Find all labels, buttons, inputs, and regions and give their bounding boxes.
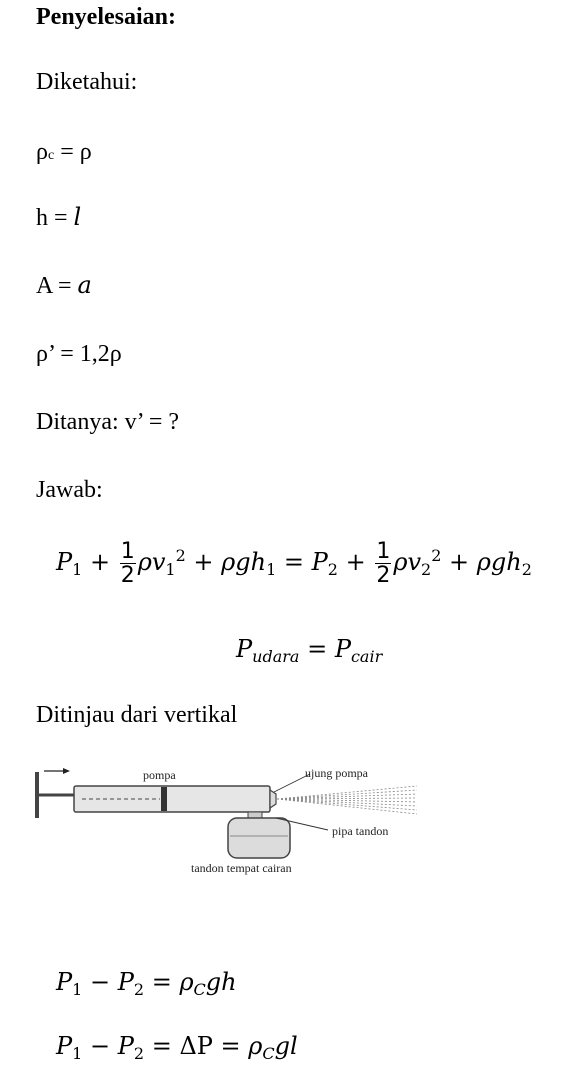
sprayer-diagram: pompa ujung pompa pipa tandon tandon tem… [35,766,418,875]
p-udara-symbol: P [236,635,253,663]
eq1-minus: − [82,968,118,996]
eq2-p2-sub: 2 [133,1044,145,1063]
eq1-rho: ρ [179,968,194,996]
plus-4: + [441,548,477,577]
leader-ujung [273,773,311,793]
frac-num-1: 1 [119,539,136,565]
eq1-equals: = [144,968,180,996]
eq2-equals-1: = [144,1032,180,1060]
h1-sub: 1 [266,560,277,580]
v1-square: 2 [175,546,186,566]
spray-mist [276,785,418,815]
eq2-equals-2: = [212,1032,249,1060]
v2-sub: 2 [421,560,432,580]
given-rho-prime: ρ’ = 1,2ρ [36,341,122,367]
p-cair-sub: cair [350,647,383,666]
equals-sign: = [276,548,312,577]
eq1-p2: P [117,968,134,996]
vertical-label: Ditinjau dari vertikal [36,702,238,728]
frac-num-2: 1 [375,539,392,565]
eq1-p2-sub: 2 [133,980,145,999]
h2-sub: 2 [521,560,532,580]
h-label: h = [36,205,74,231]
given-rho-c: ρc = ρ [36,140,92,164]
p1-symbol: P [56,548,73,577]
plus-2: + [185,548,222,577]
rho-c-subscript: c [47,148,55,163]
leader-pipa [275,817,329,831]
v2-square: 2 [431,546,442,566]
p-udara-sub: udara [252,647,300,666]
heading: Penyelesaian: [36,4,176,30]
eq2-minus: − [82,1032,118,1060]
pump-nozzle [269,788,277,810]
given-A: A = a [36,273,92,298]
pressure-equation: Pudara = Pcair [236,637,382,665]
p1-sub: 1 [72,560,83,580]
pressure-equals: = [299,635,335,663]
label-pipa-tandon: pipa tandon [332,824,388,838]
eq2-delta-p: ΔP [179,1032,213,1060]
push-arrow-head [63,768,70,774]
eq2-rho: ρ [248,1032,263,1060]
answer-label: Jawab: [36,477,103,503]
eq2-rho-sub: C [262,1044,275,1063]
eq2-p2: P [117,1032,134,1060]
p2-sub: 2 [327,560,338,580]
bernoulli-equation: P1 + 1 2 ρv12 + ρgh1 = P2 + 1 2 ρv22 + ρgh2 [56,540,532,587]
label-pompa: pompa [143,768,176,782]
rho-symbol: ρ [36,139,48,165]
eq1-gh: gh [205,968,237,996]
label-tandon: tandon tempat cairan [191,861,292,875]
eq2-p1: P [56,1032,73,1060]
rho-g-h-2: ρgh [476,548,522,577]
p-cair-symbol: P [334,635,351,663]
pump-piston [161,787,167,811]
h-value: l [73,203,82,231]
rho-c-value: = ρ [54,139,92,165]
A-label: A = [36,273,78,299]
frac-den-1: 2 [120,563,135,589]
liquid-tank [227,817,291,859]
frac-den-2: 2 [376,563,391,589]
eq1-p1: P [56,968,73,996]
given-h: h = l [36,205,81,230]
plus-3: + [337,548,374,577]
equation-pressure-diff-2: P1 − P2 = ΔP = ρCgl [56,1034,298,1062]
eq1-rho-sub: C [193,980,206,999]
equation-pressure-diff-1: P1 − P2 = ρCgh [56,970,237,998]
rho-v-1: ρv [137,548,166,577]
rho-g-h-1: ρgh [221,548,267,577]
label-ujung-pompa: ujung pompa [305,766,369,780]
rho-v-2: ρv [393,548,422,577]
asked: Ditanya: v’ = ? [36,409,180,435]
known-label: Diketahui: [36,69,138,95]
p2-symbol: P [311,548,328,577]
A-value: a [77,271,92,299]
eq1-p1-sub: 1 [72,980,83,999]
v1-sub: 1 [165,560,176,580]
plus-1: + [82,548,118,577]
eq2-p1-sub: 1 [72,1044,83,1063]
eq2-gl: gl [274,1032,298,1060]
